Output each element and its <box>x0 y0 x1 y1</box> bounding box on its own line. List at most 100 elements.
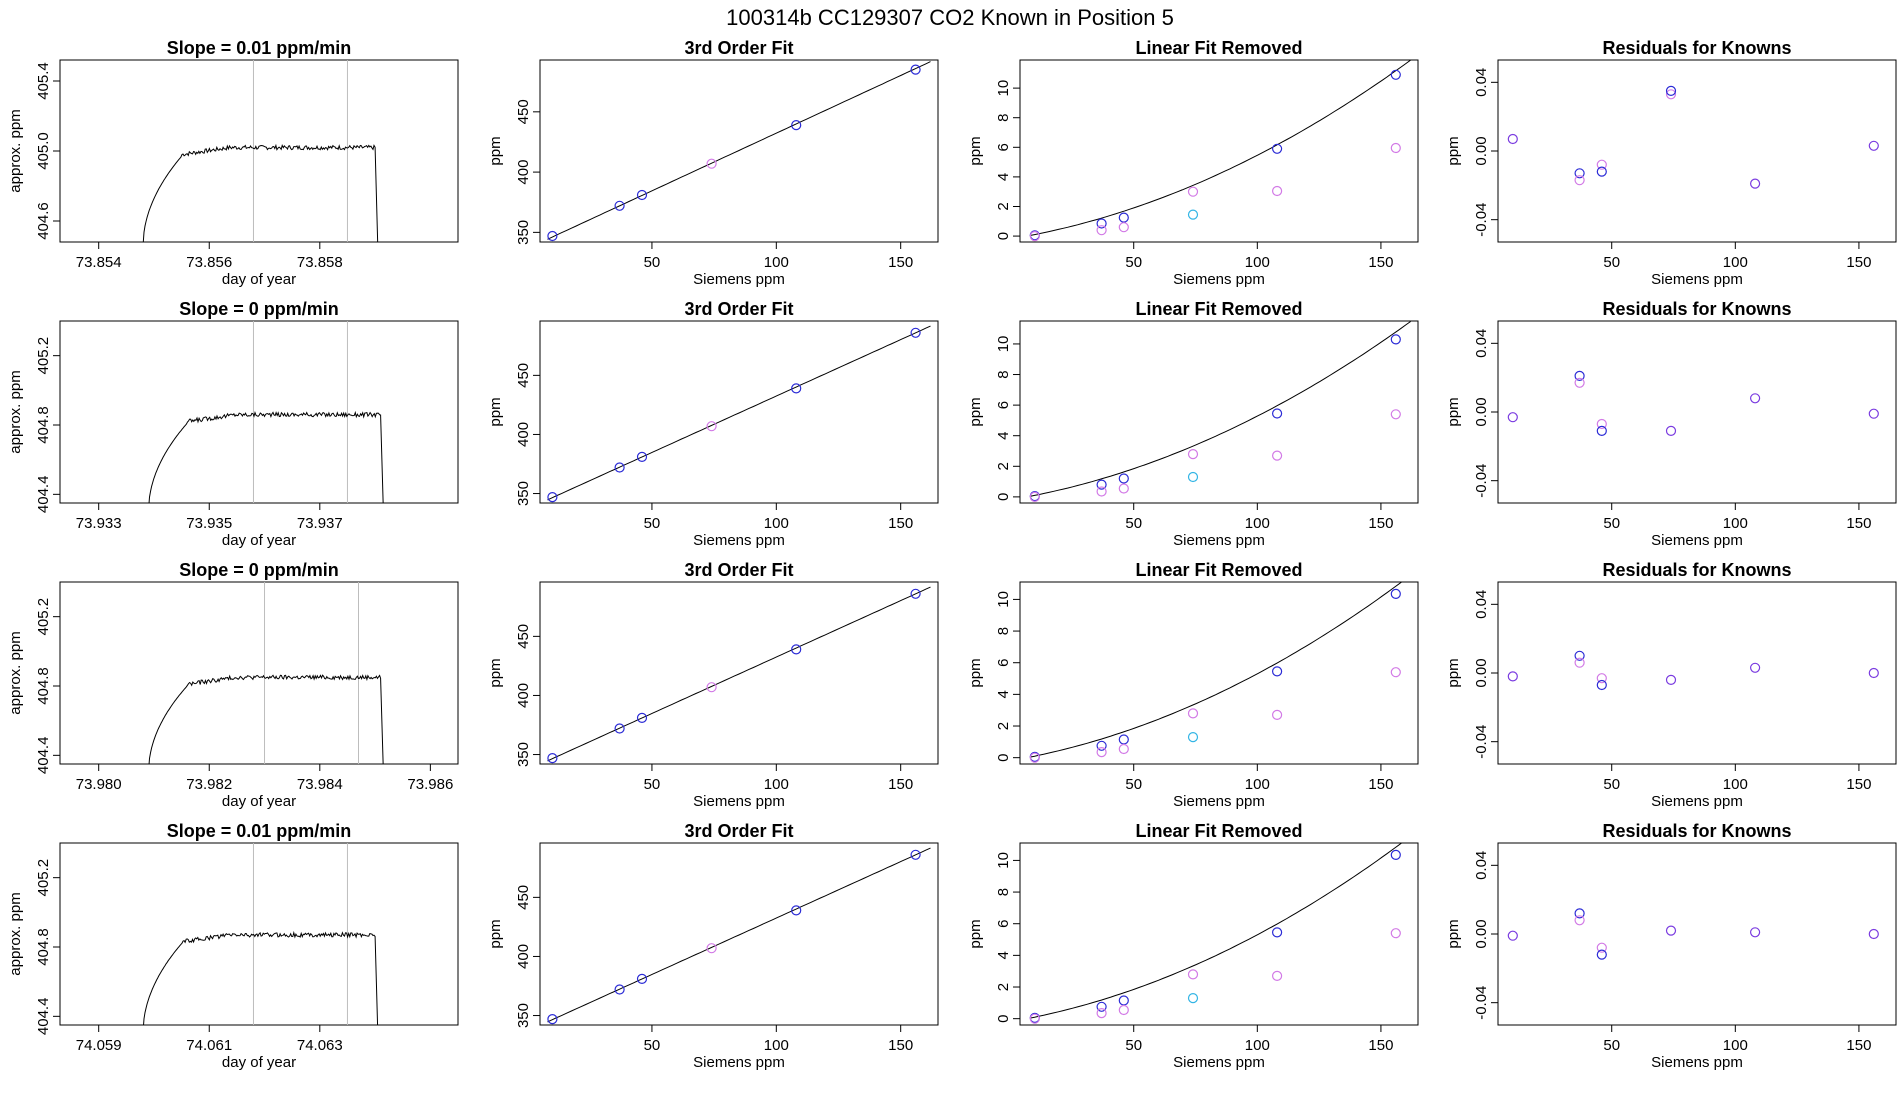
x-tick-label: 50 <box>1603 776 1620 793</box>
x-tick-label: 150 <box>888 776 913 793</box>
plot-area <box>1029 321 1411 502</box>
plot-frame <box>539 581 939 765</box>
x-tick-label: 150 <box>888 254 913 271</box>
panel-3-2: 3rd Order Fit 50 100 150 350 400 450 Siemens pp… <box>487 560 939 810</box>
data-point <box>1118 212 1129 223</box>
y-axis-label: ppm <box>967 658 984 687</box>
concentration-trace <box>148 410 384 503</box>
x-tick-label: 74.059 <box>76 1037 122 1054</box>
plot-area <box>1507 85 1879 189</box>
plot-frame <box>1497 320 1897 504</box>
data-point <box>547 1013 558 1025</box>
x-tick-label: 100 <box>1245 776 1270 793</box>
y-tick-label: 6 <box>995 659 1012 667</box>
panel-title: 3rd Order Fit <box>684 299 793 319</box>
plot-frame <box>1019 581 1419 765</box>
y-tick-label: 4 <box>995 432 1012 440</box>
data-point <box>1096 479 1107 490</box>
x-tick-label: 73.984 <box>297 776 343 793</box>
data-point <box>1749 927 1761 938</box>
y-axis-label: ppm <box>487 136 504 165</box>
data-point <box>1574 657 1585 668</box>
fit-curve <box>547 847 931 1023</box>
x-tick-label: 100 <box>1245 1037 1270 1054</box>
y-tick-label: 4 <box>995 690 1012 698</box>
data-point <box>1118 473 1129 484</box>
y-tick-label: 2 <box>995 202 1012 210</box>
panel-title: 3rd Order Fit <box>684 821 793 841</box>
y-tick-label: 2 <box>995 722 1012 730</box>
x-tick-label: 50 <box>1603 1037 1620 1054</box>
plot-area <box>547 325 931 503</box>
y-tick-label: 0.04 <box>1473 68 1490 97</box>
y-tick-label: -0.04 <box>1473 203 1490 237</box>
plot-area <box>1507 370 1879 436</box>
data-point <box>1596 159 1607 170</box>
x-tick-label: 50 <box>1125 515 1142 532</box>
data-point <box>1507 930 1518 941</box>
y-tick-label: 400 <box>515 683 532 708</box>
data-point <box>1096 746 1107 758</box>
data-point <box>706 421 717 432</box>
x-tick-label: 150 <box>1368 1037 1393 1054</box>
y-tick-label: 404.4 <box>35 737 52 775</box>
y-axis-label: approx. ppm <box>7 109 24 192</box>
panel-title: Linear Fit Removed <box>1135 821 1302 841</box>
y-tick-label: 404.8 <box>35 928 52 966</box>
fit-curve <box>1029 60 1411 236</box>
panel-3-4: Residuals for Knowns 50 100 150 -0.04 0.00 0.0… <box>1445 560 1897 810</box>
data-point <box>1118 995 1129 1006</box>
plot-area <box>547 847 931 1025</box>
x-axis-label: Siemens ppm <box>1651 532 1743 549</box>
data-point <box>614 200 625 211</box>
x-tick-label: 50 <box>1603 515 1620 532</box>
concentration-trace <box>148 674 384 764</box>
y-axis-label: ppm <box>487 397 504 426</box>
data-point <box>1390 142 1401 154</box>
data-point <box>910 588 921 599</box>
x-axis-label: Siemens ppm <box>693 1054 785 1071</box>
data-point <box>1390 849 1401 861</box>
x-tick-label: 150 <box>1846 254 1871 271</box>
data-point <box>1574 908 1585 919</box>
plot-frame <box>1497 581 1897 765</box>
panel-4-2: 3rd Order Fit 50 100 150 350 400 450 Siemens pp… <box>487 821 939 1071</box>
plot-frame <box>59 320 459 504</box>
panel-title: Slope = 0 ppm/min <box>179 560 339 580</box>
fit-curve <box>547 61 931 240</box>
data-point <box>791 383 802 394</box>
data-point <box>1665 925 1677 936</box>
y-tick-label: 0.00 <box>1473 397 1490 426</box>
x-tick-label: 50 <box>1125 254 1142 271</box>
y-tick-label: -0.04 <box>1473 725 1490 759</box>
y-tick-label: 450 <box>515 363 532 388</box>
data-point <box>706 158 717 169</box>
y-tick-label: 350 <box>515 1003 532 1028</box>
x-tick-label: 73.854 <box>76 254 122 271</box>
x-tick-label: 50 <box>644 254 661 271</box>
x-tick-label: 150 <box>1368 254 1393 271</box>
data-point <box>1271 927 1283 938</box>
plot-frame <box>539 320 939 504</box>
y-axis-label: approx. ppm <box>7 892 24 975</box>
plot-area <box>1029 843 1403 1024</box>
y-tick-label: 0.04 <box>1473 851 1490 880</box>
y-tick-label: 405.4 <box>35 62 52 100</box>
plot-frame <box>59 59 459 243</box>
data-point <box>1574 650 1585 661</box>
panel-4-3: Linear Fit Removed 50 100 150 0 2 4 6 8 10 Siemens… <box>967 821 1419 1071</box>
y-tick-label: 350 <box>515 742 532 767</box>
y-tick-label: 0 <box>995 493 1012 501</box>
data-point <box>791 905 802 916</box>
data-point <box>1749 662 1761 673</box>
y-axis-label: approx. ppm <box>7 370 24 453</box>
y-tick-label: 350 <box>515 220 532 245</box>
data-point <box>1596 418 1607 430</box>
panel-2-2: 3rd Order Fit 50 100 150 350 400 450 Siemens pp… <box>487 299 939 549</box>
data-point <box>1096 1001 1107 1012</box>
data-point <box>1574 377 1585 388</box>
x-tick-label: 73.933 <box>76 515 122 532</box>
x-tick-label: 100 <box>764 515 789 532</box>
x-axis-label: Siemens ppm <box>693 532 785 549</box>
data-point <box>1029 491 1040 502</box>
